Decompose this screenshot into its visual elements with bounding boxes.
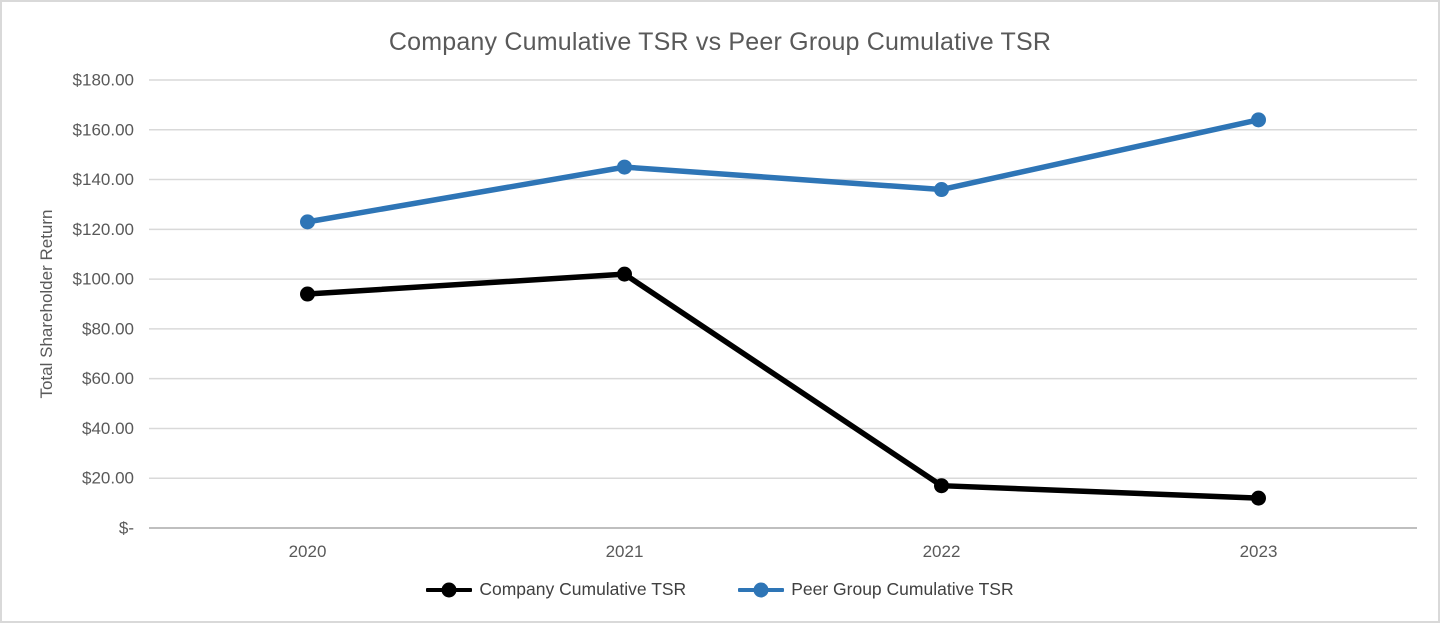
legend-label-company: Company Cumulative TSR (479, 579, 687, 599)
data-point-0-2021 (617, 266, 632, 282)
y-axis-title: Total Shareholder Return (37, 209, 56, 399)
legend-item-company: Company Cumulative TSR (426, 579, 686, 600)
legend-dot-peer-group-icon (753, 582, 769, 597)
y-tick-label: $100.00 (73, 270, 134, 289)
y-tick-label: $- (119, 519, 134, 538)
x-tick-label: 2020 (289, 542, 327, 561)
data-point-1-2022 (934, 182, 949, 198)
y-tick-label: $40.00 (82, 419, 134, 438)
series-line-0 (304, 271, 1262, 501)
y-tick-label: $80.00 (82, 319, 134, 338)
y-tick-label: $160.00 (73, 120, 134, 139)
data-point-0-2022 (934, 478, 949, 494)
x-tick-label: 2021 (606, 542, 644, 561)
legend-dot-company-icon (441, 582, 457, 597)
y-tick-label: $140.00 (73, 170, 134, 189)
legend-item-peer-group: Peer Group Cumulative TSR (738, 579, 1014, 600)
series-line-1 (304, 117, 1262, 225)
y-tick-label: $120.00 (73, 220, 134, 239)
data-point-0-2023 (1251, 490, 1266, 506)
legend-marker-peer-group-icon (738, 582, 785, 597)
x-tick-label: 2022 (923, 542, 961, 561)
data-point-1-2020 (300, 214, 315, 230)
legend-marker-company-icon (426, 582, 473, 597)
legend: Company Cumulative TSR Peer Group Cumula… (2, 579, 1438, 600)
y-tick-label: $20.00 (82, 469, 134, 488)
chart-title: Company Cumulative TSR vs Peer Group Cum… (388, 28, 1052, 56)
legend-label-peer-group: Peer Group Cumulative TSR (791, 579, 1014, 599)
data-point-1-2021 (617, 159, 632, 175)
data-point-1-2023 (1251, 112, 1266, 128)
y-tick-label: $60.00 (82, 369, 134, 388)
data-point-0-2020 (300, 286, 315, 302)
x-tick-label: 2023 (1240, 542, 1278, 561)
y-tick-label: $180.00 (73, 71, 134, 90)
